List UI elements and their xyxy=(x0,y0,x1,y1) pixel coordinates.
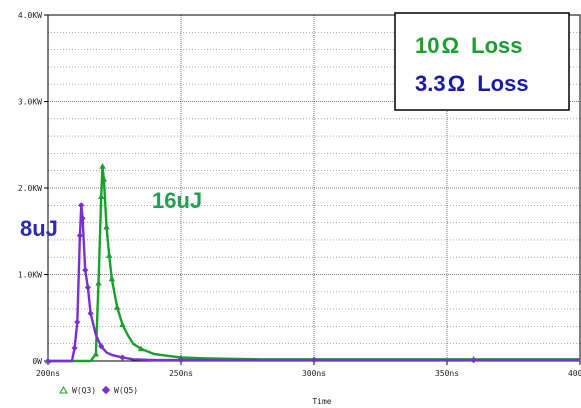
data-point-w-q5 xyxy=(98,343,105,350)
data-point-w-q3 xyxy=(108,275,116,282)
data-point-w-q3 xyxy=(113,304,121,310)
y-tick-labels: 0W 1.0KW 2.0KW 3.0KW 4.0KW xyxy=(18,11,42,366)
x-tick-label: 300ns xyxy=(302,369,326,378)
data-point-w-q5 xyxy=(78,202,85,209)
loss-line-10ohm: 10Ω Loss xyxy=(415,33,522,58)
data-point-w-q5 xyxy=(74,319,81,326)
y-tick-label: 2.0KW xyxy=(18,184,42,193)
data-point-w-q3 xyxy=(95,279,102,286)
legend-item-q5: W(Q5) xyxy=(101,385,138,395)
annotation-16uj: 16uJ xyxy=(152,188,202,213)
x-tick-label: 200ns xyxy=(36,369,60,378)
legend-item-q3: W(Q3) xyxy=(59,386,96,395)
data-point-w-q5 xyxy=(177,357,185,364)
data-point-w-q5 xyxy=(71,344,78,352)
data-point-w-q5 xyxy=(470,357,477,364)
legend: W(Q3) W(Q5) xyxy=(59,385,138,395)
data-point-w-q5 xyxy=(87,310,94,317)
data-point-w-q3 xyxy=(99,163,106,169)
series-line-w-q5 xyxy=(48,204,580,363)
grid xyxy=(48,15,580,361)
x-tick-labels: 200ns 250ns 300ns 350ns 400ns xyxy=(36,369,581,378)
legend-label-q3: W(Q3) xyxy=(72,386,96,395)
loss-line-3-3ohm: 3.3Ω Loss xyxy=(415,71,529,96)
data-point-w-q3 xyxy=(92,350,100,357)
annotation-8uj: 8uJ xyxy=(20,216,58,241)
data-point-w-q5 xyxy=(310,357,318,364)
data-point-w-q5 xyxy=(119,354,126,361)
data-point-w-q3 xyxy=(137,345,145,352)
x-axis-label: Time xyxy=(312,397,331,406)
data-point-w-q3 xyxy=(100,176,108,182)
legend-marker-q3 xyxy=(59,386,68,394)
loss-box: 10Ω Loss 3.3Ω Loss xyxy=(394,12,570,111)
data-point-w-q5 xyxy=(79,215,86,222)
y-tick-label: 1.0KW xyxy=(18,271,42,280)
series-layer xyxy=(44,163,580,365)
data-point-w-q3 xyxy=(106,252,113,258)
data-point-w-q5 xyxy=(84,284,91,291)
data-point-w-q5 xyxy=(44,357,52,365)
data-point-w-q3 xyxy=(103,223,110,230)
y-tick-label: 3.0KW xyxy=(18,98,42,107)
x-tick-label: 250ns xyxy=(169,369,193,378)
x-tick-label: 400ns xyxy=(568,369,581,378)
data-point-w-q5 xyxy=(76,232,83,239)
data-point-w-q3 xyxy=(119,321,126,328)
data-point-w-q5 xyxy=(82,267,89,274)
y-tick-label: 4.0KW xyxy=(18,11,42,20)
y-tick-label: 0W xyxy=(32,357,42,366)
data-point-w-q3 xyxy=(98,193,105,200)
loss-box-frame xyxy=(394,12,570,111)
x-tick-label: 350ns xyxy=(435,369,459,378)
legend-marker-q5 xyxy=(101,385,111,395)
legend-label-q5: W(Q5) xyxy=(114,386,138,395)
